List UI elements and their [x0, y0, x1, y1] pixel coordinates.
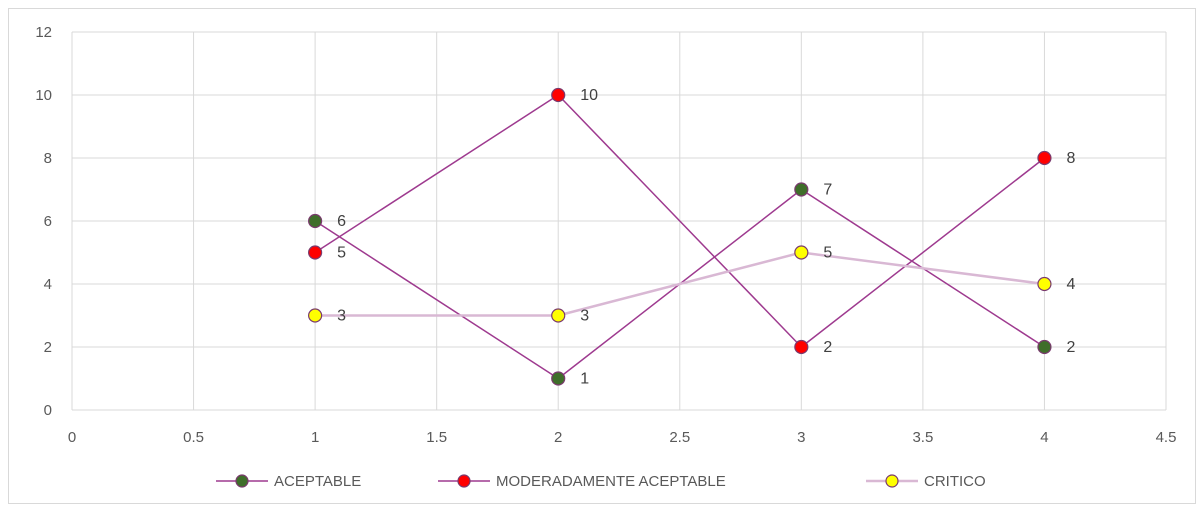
data-label-aceptable: 1 — [580, 371, 589, 388]
data-label-critico: 3 — [580, 308, 589, 325]
x-tick-label: 3 — [797, 429, 805, 446]
data-label-critico: 4 — [1066, 276, 1075, 293]
data-point-aceptable — [308, 213, 323, 229]
legend-label-critico: CRITICO — [924, 473, 986, 490]
x-tick-label: 1 — [311, 429, 319, 446]
data-label-aceptable: 7 — [823, 182, 832, 199]
data-label-aceptable: 6 — [337, 213, 346, 230]
y-tick-label: 10 — [35, 87, 52, 104]
legend-marker-critico — [885, 474, 899, 488]
legend-marker-aceptable — [235, 474, 249, 488]
x-tick-label: 4.5 — [1156, 429, 1177, 446]
y-tick-label: 12 — [35, 24, 52, 41]
data-point-critico — [551, 308, 566, 323]
data-point-aceptable — [551, 371, 566, 386]
data-label-moderadamente-aceptable: 2 — [823, 339, 832, 356]
data-label-critico: 3 — [337, 308, 346, 325]
x-tick-label: 1.5 — [426, 429, 447, 446]
data-point-aceptable — [794, 182, 809, 197]
x-tick-label: 4 — [1040, 429, 1048, 446]
data-label-moderadamente-aceptable: 10 — [580, 87, 598, 104]
legend-label-aceptable: ACEPTABLE — [274, 473, 361, 490]
data-label-moderadamente-aceptable: 5 — [337, 245, 346, 262]
legend-label-moderadamente-aceptable: MODERADAMENTE ACEPTABLE — [496, 473, 726, 490]
y-tick-label: 8 — [44, 150, 52, 167]
data-label-aceptable: 2 — [1066, 339, 1075, 356]
data-point-critico — [794, 245, 809, 260]
data-point-aceptable — [1037, 339, 1052, 355]
series-line-critico — [315, 251, 1045, 317]
x-tick-label: 0.5 — [183, 429, 204, 446]
x-tick-label: 0 — [68, 429, 76, 446]
data-point-moderadamente-aceptable — [308, 245, 323, 260]
data-point-critico — [308, 308, 323, 323]
x-tick-label: 3.5 — [912, 429, 933, 446]
data-point-moderadamente-aceptable — [794, 339, 809, 355]
data-point-critico — [1037, 276, 1052, 292]
series-line-moderadamente-aceptable — [314, 94, 1045, 348]
x-tick-label: 2 — [554, 429, 562, 446]
y-tick-label: 0 — [44, 402, 52, 419]
data-label-critico: 5 — [823, 245, 832, 262]
x-tick-label: 2.5 — [669, 429, 690, 446]
data-point-moderadamente-aceptable — [551, 87, 566, 103]
y-tick-label: 2 — [44, 339, 52, 356]
data-point-moderadamente-aceptable — [1037, 150, 1052, 166]
chart-frame — [8, 8, 1196, 504]
y-tick-label: 4 — [44, 276, 52, 293]
data-label-moderadamente-aceptable: 8 — [1066, 150, 1075, 167]
y-tick-label: 6 — [44, 213, 52, 230]
legend-marker-moderadamente-aceptable — [457, 474, 471, 488]
